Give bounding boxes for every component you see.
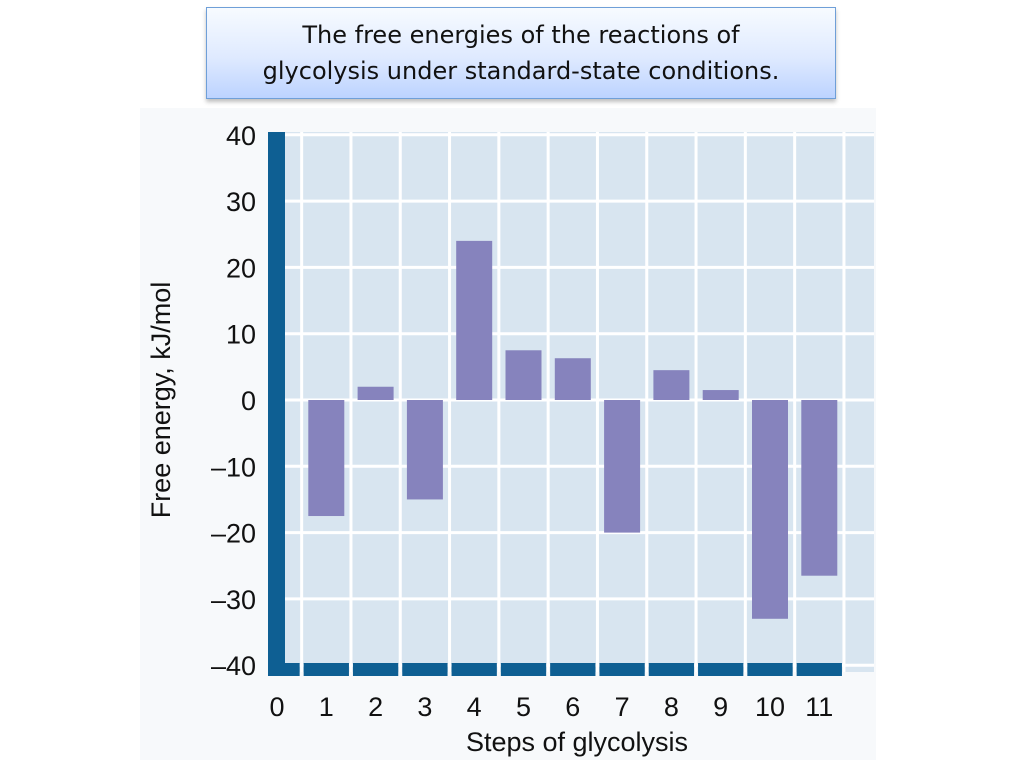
x-tick-label: 9 <box>713 692 728 722</box>
x-axis-segment <box>747 663 793 676</box>
bar-step-5 <box>505 350 542 400</box>
bar-step-10 <box>752 400 788 619</box>
bar-step-2 <box>357 386 394 400</box>
y-tick-label: –10 <box>211 452 256 482</box>
x-tick-label: 11 <box>805 692 833 722</box>
bar-step-9 <box>702 390 739 400</box>
y-tick-label: 20 <box>226 253 256 283</box>
bar-step-11 <box>801 400 838 576</box>
x-tick-label: 2 <box>368 692 383 722</box>
x-axis-segment <box>698 663 744 676</box>
y-tick-label: 10 <box>226 320 256 350</box>
x-axis-segment <box>303 663 349 676</box>
x-tick-label: 8 <box>664 692 679 722</box>
x-axis-segment <box>352 663 399 676</box>
y-tick-label: 0 <box>241 386 256 416</box>
y-axis-label: Free energy, kJ/mol <box>146 282 176 519</box>
y-tick-label: 40 <box>226 121 256 151</box>
y-tick-labels: 40 30 20 10 0 –10 –20 –30 –40 <box>211 121 256 681</box>
x-axis-label: Steps of glycolysis <box>466 727 688 757</box>
x-axis-segment <box>402 663 448 676</box>
y-tick-label: 30 <box>226 187 256 217</box>
x-tick-label: 3 <box>417 692 432 722</box>
y-axis-line <box>268 132 285 672</box>
x-axis-segment <box>550 663 596 676</box>
x-tick-label: 5 <box>516 692 531 722</box>
free-energy-bar-chart: 40 30 20 10 0 –10 –20 –30 –40 0 1 2 3 4 5 6 7 8 9 10 11 Ste… <box>146 121 874 757</box>
x-axis-segment <box>268 663 300 676</box>
bar-step-6 <box>554 358 591 400</box>
chart-panel: 40 30 20 10 0 –10 –20 –30 –40 0 1 2 3 4 5 6 7 8 9 10 11 Ste… <box>140 108 876 760</box>
x-tick-label: 10 <box>755 692 785 722</box>
y-tick-label: –40 <box>211 651 256 681</box>
bar-step-8 <box>653 370 690 400</box>
x-tick-label: 0 <box>269 692 284 722</box>
bar-step-3 <box>406 400 443 500</box>
x-tick-labels: 0 1 2 3 4 5 6 7 8 9 10 11 <box>269 692 833 722</box>
y-tick-label: –30 <box>211 585 256 615</box>
x-axis-segment <box>796 663 842 676</box>
x-axis-segment <box>500 663 547 676</box>
bar-step-4 <box>456 240 493 400</box>
x-axis-segment <box>599 663 645 676</box>
x-tick-label: 1 <box>319 692 334 722</box>
x-tick-label: 6 <box>565 692 580 722</box>
axes <box>268 132 842 676</box>
x-axis-segment <box>648 663 695 676</box>
x-tick-label: 4 <box>467 692 482 722</box>
bars <box>308 240 838 619</box>
bar-step-7 <box>604 400 641 533</box>
y-tick-label: –20 <box>211 519 256 549</box>
title-box: The free energies of the reactions of gl… <box>206 7 836 99</box>
chart-title: The free energies of the reactions of gl… <box>262 21 780 85</box>
x-tick-label: 7 <box>615 692 630 722</box>
x-axis-segment <box>451 663 497 676</box>
bar-step-1 <box>308 400 345 517</box>
